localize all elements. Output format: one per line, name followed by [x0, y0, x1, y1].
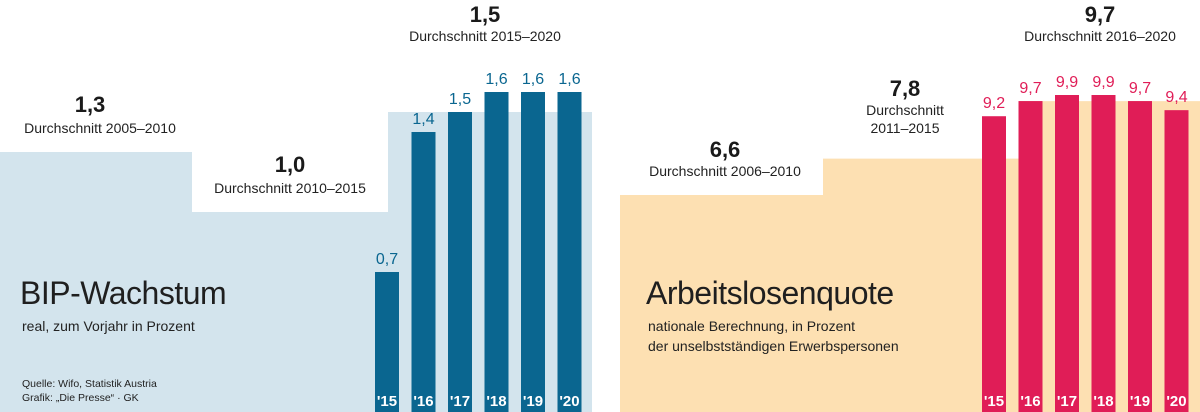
unemployment-bar-'16 — [1018, 101, 1043, 412]
gdp-bar-'20 — [557, 92, 582, 412]
gdp-growth-chart-svg: 0,7 '15 1,4 '16 1,5 '17 1,6 '18 1,6 '19 1,6 '20 — [0, 71, 592, 412]
gdp-bar-value-label: 1,6 — [558, 71, 580, 88]
unemp-avg-2-value: 7,8 — [889, 76, 921, 101]
unemployment-bar-'15 — [982, 116, 1006, 412]
gdp-chart-subtitle: real, zum Vorjahr in Prozent — [22, 318, 195, 334]
gdp-avg-1-value: 1,3 — [74, 92, 106, 117]
unemployment-bar-value-label: 9,2 — [983, 95, 1005, 112]
gdp-x-tick-label: '17 — [450, 393, 470, 410]
gdp-x-tick-label: '19 — [523, 393, 543, 410]
unemployment-bar-'18 — [1091, 95, 1116, 412]
unemp-avg-1-label: Durchschnitt 2006–2010 — [649, 163, 801, 179]
gdp-avg-2-value: 1,0 — [274, 152, 306, 177]
unemployment-bar-value-label: 9,7 — [1129, 80, 1151, 97]
source-note: Quelle: Wifo, Statistik Austria — [22, 378, 157, 390]
unemployment-x-tick-label: '15 — [984, 393, 1004, 410]
unemp-avg-3-label: Durchschnitt 2016–2020 — [1024, 28, 1176, 44]
unemployment-x-tick-label: '18 — [1093, 393, 1113, 410]
unemployment-bar-value-label: 9,9 — [1092, 74, 1114, 91]
gdp-bar-'17 — [448, 112, 472, 412]
unemp-chart-title: Arbeitslosenquote — [646, 275, 894, 311]
unemployment-bar-value-label: 9,9 — [1056, 74, 1078, 91]
gdp-chart-title: BIP-Wachstum — [20, 275, 227, 311]
gdp-avg-3-value: 1,5 — [469, 2, 501, 27]
gdp-bar-value-label: 1,5 — [449, 91, 471, 108]
gdp-growth-chart: 0,7 '15 1,4 '16 1,5 '17 1,6 '18 1,6 '19 1,6 '20 1,3… — [0, 2, 592, 412]
unemp-avg-3-value: 9,7 — [1084, 2, 1116, 27]
gdp-bar-'18 — [484, 92, 509, 412]
unemployment-bar-'17 — [1055, 95, 1079, 412]
gdp-bar-'16 — [411, 132, 436, 412]
gdp-x-tick-label: '20 — [559, 393, 579, 410]
unemployment-chart: 9,2 '15 9,7 '16 9,9 '17 9,9 '18 9,7 '19 9,4 '20 6,6… — [620, 0, 1200, 412]
unemployment-x-tick-label: '19 — [1130, 393, 1150, 410]
unemp-avg-2-label-line-1: Durchschnitt — [866, 102, 944, 118]
gdp-x-tick-label: '16 — [413, 393, 433, 410]
gdp-bar-value-label: 1,6 — [485, 71, 507, 88]
gdp-avg-2-label: Durchschnitt 2010–2015 — [214, 180, 366, 196]
gdp-x-tick-label: '15 — [377, 393, 397, 410]
unemployment-bar-'19 — [1128, 101, 1152, 412]
unemp-avg-2-label-line-2: 2011–2015 — [870, 120, 940, 136]
unemployment-bar-'20 — [1164, 110, 1189, 412]
gdp-bar-value-label: 1,6 — [522, 71, 544, 88]
unemp-chart-subtitle-line-1: nationale Berechnung, in Prozent — [648, 318, 856, 334]
unemp-chart-subtitle-line-2: der unselbstständigen Erwerbspersonen — [648, 338, 899, 354]
unemployment-chart-svg: 9,2 '15 9,7 '16 9,9 '17 9,9 '18 9,7 '19 9,4 '20 — [620, 74, 1200, 412]
graphic-credit: Grafik: „Die Presse“ · GK — [22, 392, 139, 404]
unemployment-x-tick-label: '17 — [1057, 393, 1077, 410]
gdp-bar-'15 — [375, 272, 399, 412]
gdp-average-step-area — [0, 112, 592, 412]
unemployment-x-tick-label: '16 — [1020, 393, 1040, 410]
unemployment-bar-value-label: 9,4 — [1165, 89, 1187, 106]
unemp-avg-1-value: 6,6 — [709, 137, 741, 162]
gdp-avg-1-label: Durchschnitt 2005–2010 — [24, 120, 176, 136]
unemployment-bar-value-label: 9,7 — [1019, 80, 1041, 97]
gdp-bar-'19 — [521, 92, 545, 412]
gdp-bar-value-label: 0,7 — [376, 251, 398, 268]
gdp-x-tick-label: '18 — [486, 393, 506, 410]
gdp-bar-value-label: 1,4 — [412, 111, 434, 128]
unemployment-x-tick-label: '20 — [1166, 393, 1186, 410]
gdp-avg-3-label: Durchschnitt 2015–2020 — [409, 28, 561, 44]
